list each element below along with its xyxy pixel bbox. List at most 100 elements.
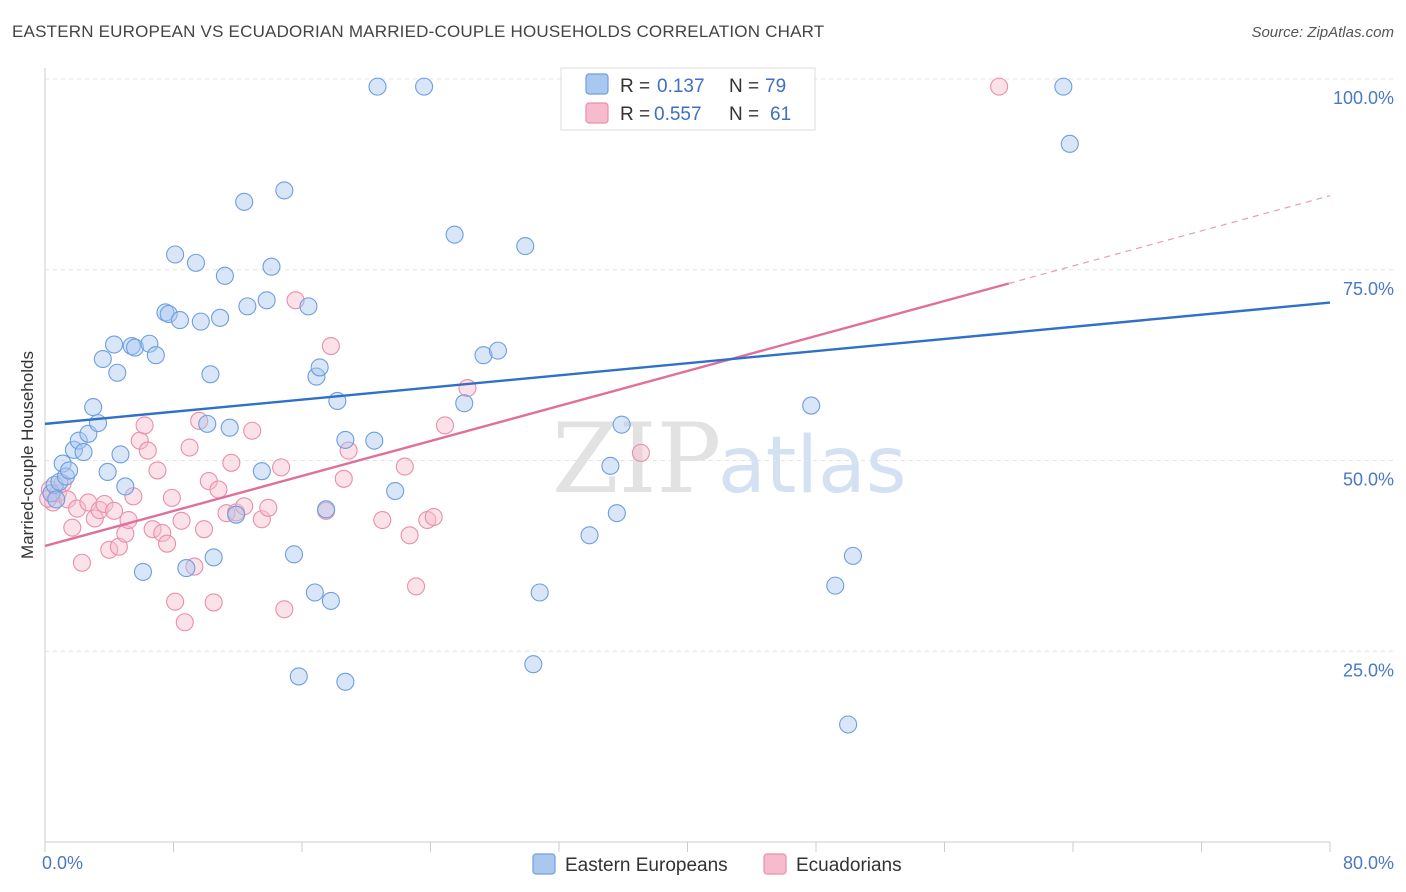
ecuadorian-point [252, 510, 271, 529]
eastern-point [166, 245, 185, 264]
eastern-point [305, 583, 324, 602]
eastern-point [524, 655, 543, 674]
grid-lines [45, 78, 1394, 652]
ecuadorian-point [162, 488, 181, 507]
legend-ecuadorian-n-label: N = [729, 104, 759, 125]
eastern-point [235, 192, 254, 211]
ecuadorian-point [158, 534, 177, 553]
legend-eastern-r-value: 0.137 [657, 76, 705, 97]
eastern-point [220, 418, 239, 437]
eastern-point [204, 548, 223, 567]
ecuadorian-points [39, 77, 1009, 632]
eastern-point [60, 461, 79, 480]
eastern-point [47, 490, 66, 509]
ecuadorian-point [85, 509, 104, 528]
eastern-point [317, 500, 336, 519]
axes [44, 68, 1331, 852]
ecuadorian-trend-line [44, 282, 1010, 548]
ecuadorian-point [105, 501, 124, 520]
y-axis-title: Married-couple Households [18, 351, 37, 559]
ecuadorian-point [153, 523, 172, 543]
eastern-point [321, 591, 340, 610]
eastern-point [843, 546, 862, 565]
ecuadorian-point [321, 336, 340, 356]
eastern-point [415, 77, 434, 96]
eastern-point [601, 456, 620, 475]
ecuadorian-point [166, 592, 185, 611]
ecuadorian-point [458, 378, 477, 398]
eastern-point [336, 672, 355, 691]
eastern-point [111, 445, 130, 464]
eastern-point [159, 304, 178, 324]
ecuadorian-point [243, 421, 262, 440]
eastern-point [310, 358, 329, 377]
legend: R = 0.137 N = 79 R = 0.557 N = 61 [560, 67, 816, 131]
ecuadorian-point [424, 507, 443, 527]
eastern-point [84, 398, 103, 417]
ecuadorian-point [143, 520, 162, 539]
x-tick-label-min: 0.0% [42, 853, 83, 873]
ecuadorian-point [100, 540, 119, 559]
ecuadorian-point [259, 498, 278, 517]
source-label: Source: ZipAtlas.com [1251, 24, 1394, 41]
legend-eastern-r-label: R = [620, 76, 650, 97]
legend-eastern-n-value: 79 [765, 76, 786, 97]
eastern-point [612, 415, 631, 434]
eastern-point [93, 349, 112, 369]
eastern-trend-line [44, 301, 1331, 426]
y-tick-label: 25.0% [1343, 660, 1394, 680]
ecuadorian-point [373, 510, 392, 530]
ecuadorian-point [95, 494, 114, 514]
eastern-point [133, 562, 153, 581]
bottom-legend: Eastern Europeans Ecuadorians [532, 853, 902, 876]
ecuadorian-point [631, 443, 650, 462]
eastern-point [299, 297, 318, 316]
eastern-point [125, 338, 144, 357]
eastern-point [198, 414, 217, 433]
ecuadorian-trend-extension [1008, 195, 1331, 285]
eastern-point [1060, 134, 1079, 153]
eastern-point [211, 308, 230, 327]
eastern-point [140, 334, 159, 353]
x-tick-label-max: 80.0% [1343, 853, 1394, 873]
bottom-legend-ecuadorian-label: Ecuadorians [796, 855, 902, 876]
watermark-zip: ZIP [552, 403, 721, 515]
bottom-legend-eastern-swatch [532, 853, 556, 875]
ecuadorian-point [395, 457, 414, 476]
eastern-point [201, 365, 220, 384]
eastern-point [108, 363, 127, 382]
eastern-point [839, 715, 858, 734]
eastern-point [98, 462, 117, 481]
ecuadorian-point [68, 499, 87, 518]
eastern-point [186, 253, 206, 272]
eastern-point [215, 266, 234, 285]
ecuadorian-point [175, 613, 194, 632]
eastern-point [191, 312, 210, 331]
eastern-point [238, 297, 257, 316]
ecuadorian-point [194, 520, 214, 539]
eastern-point [156, 303, 175, 322]
legend-ecuadorian-swatch [585, 102, 609, 124]
legend-eastern-swatch [585, 73, 609, 95]
y-tick-label: 100.0% [1333, 88, 1394, 108]
eastern-point [69, 431, 88, 450]
eastern-point [262, 257, 281, 276]
eastern-point [365, 431, 384, 450]
ecuadorian-point [172, 511, 191, 530]
ecuadorian-point [334, 469, 353, 488]
eastern-point [368, 77, 387, 96]
ecuadorian-point [275, 600, 294, 619]
y-tick-label: 50.0% [1343, 470, 1394, 490]
legend-ecuadorian-r-value: 0.557 [654, 104, 702, 125]
eastern-point [257, 291, 276, 310]
bottom-legend-ecuadorian-swatch [763, 853, 787, 875]
eastern-point [488, 341, 508, 360]
eastern-point [284, 545, 304, 564]
ecuadorian-point [272, 458, 291, 477]
ecuadorian-point [339, 441, 358, 460]
eastern-point [105, 335, 124, 354]
eastern-point [146, 346, 165, 365]
eastern-point [580, 526, 599, 545]
eastern-point [474, 346, 493, 365]
